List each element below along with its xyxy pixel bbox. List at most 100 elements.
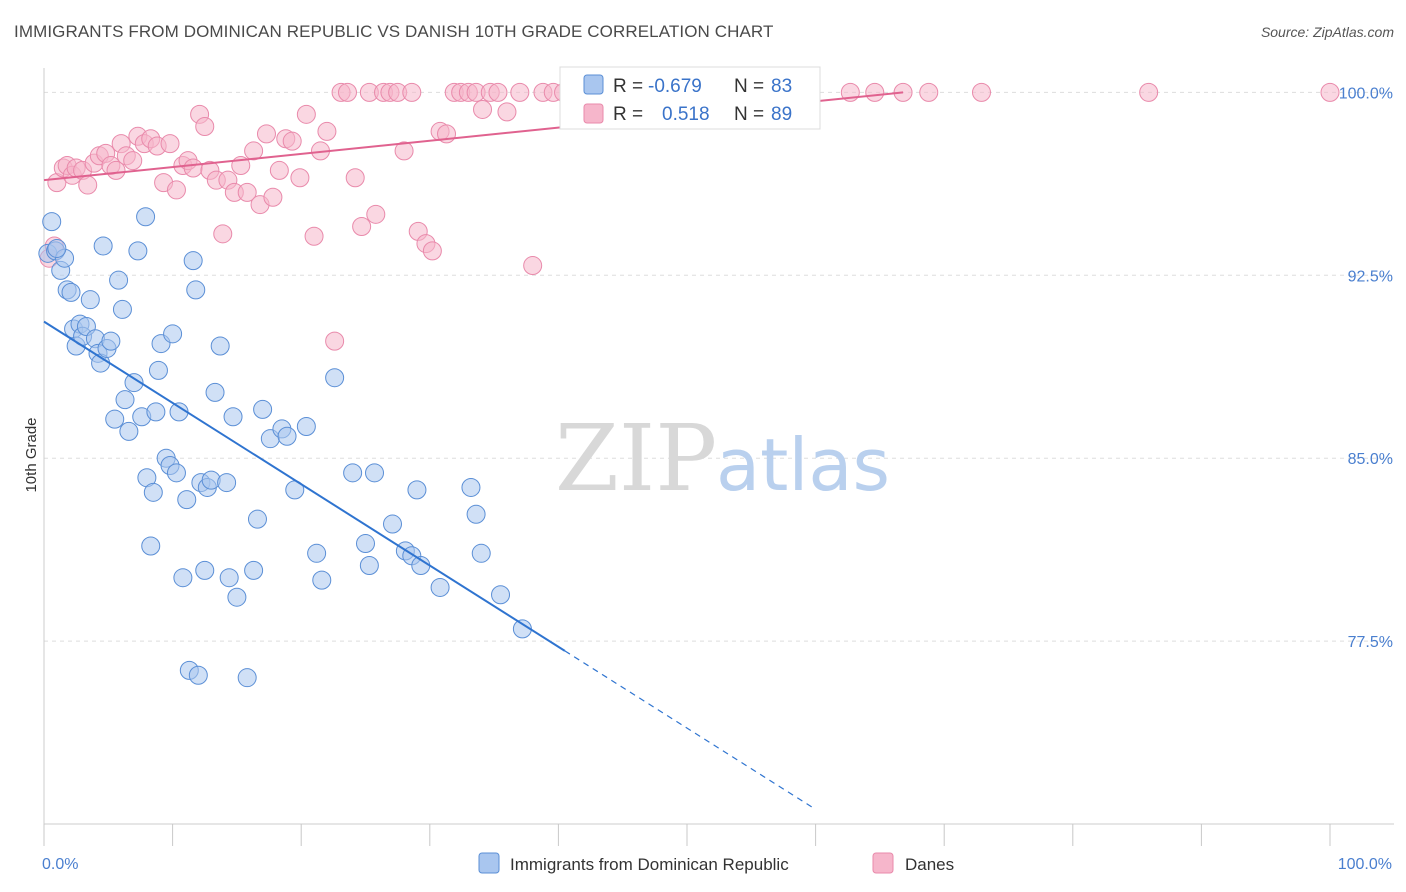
danes-point — [123, 151, 143, 171]
grid-lines — [44, 91, 1394, 642]
bottom-legend: Immigrants from Dominican Republic Danes — [478, 852, 954, 874]
danes-point — [865, 82, 885, 102]
danes-point — [510, 82, 530, 102]
y-axis-label: 10th Grade — [23, 417, 40, 492]
dominican-point — [186, 280, 206, 300]
dominican-points — [38, 207, 532, 688]
dominican-point — [312, 570, 332, 590]
dominican-point — [112, 299, 132, 319]
dominican-point — [61, 282, 81, 302]
dominican-point — [173, 568, 193, 588]
dominican-point — [356, 534, 375, 554]
dominican-point — [461, 477, 481, 497]
danes-point — [488, 82, 508, 102]
dominican-point — [143, 482, 163, 502]
dominican-point — [343, 463, 363, 483]
y-tick-label: 77.5% — [1348, 634, 1393, 651]
dominican-point — [237, 668, 257, 688]
dominican-point — [128, 241, 148, 261]
dominican-point — [307, 543, 327, 563]
dominican-point — [188, 665, 208, 685]
dominican-point — [177, 490, 197, 510]
dominican-point — [148, 360, 168, 380]
dominican-point — [146, 402, 166, 422]
dominican-point — [253, 399, 273, 419]
danes-point — [402, 82, 422, 102]
legend-n-label-2: N = — [734, 104, 764, 125]
dominican-point — [205, 382, 225, 402]
dominican-point — [217, 473, 237, 493]
y-tick-label: 92.5% — [1348, 268, 1393, 285]
dominican-point — [80, 290, 100, 310]
danes-point — [473, 99, 493, 119]
danes-point — [337, 82, 357, 102]
danes-point — [345, 168, 365, 188]
danes-point — [256, 124, 276, 144]
dominican-point — [383, 514, 403, 534]
dominican-point — [244, 560, 264, 580]
danes-point — [394, 141, 414, 161]
danes-point — [263, 187, 283, 207]
dominican-point — [47, 238, 67, 258]
dominican-point — [124, 373, 144, 393]
danes-point — [1320, 82, 1340, 102]
dominican-point — [115, 390, 135, 410]
watermark: ZIP atlas — [555, 405, 890, 512]
dominican-point — [407, 480, 427, 500]
danes-point — [237, 182, 257, 202]
danes-point — [919, 82, 939, 102]
dominican-point — [105, 409, 125, 429]
legend-r-label-1: R = — [613, 76, 643, 97]
danes-point — [244, 141, 264, 161]
tick-labels: 100.0% 92.5% 85.0% 77.5% 0.0% 100.0% — [42, 85, 1393, 873]
dominican-point — [325, 368, 345, 388]
bottom-legend-pink: Danes — [905, 855, 954, 874]
danes-point — [166, 180, 186, 200]
legend-r-value-1: -0.679 — [648, 76, 702, 97]
x-tick-label: 0.0% — [42, 856, 78, 873]
dominican-point — [491, 585, 511, 605]
dominican-point — [42, 212, 62, 232]
dominican-point — [223, 407, 243, 427]
dominican-point — [277, 426, 297, 446]
danes-point — [422, 241, 442, 261]
dominican-point — [166, 463, 186, 483]
dominican-point — [93, 236, 113, 256]
danes-point — [304, 226, 324, 246]
legend-n-value-2: 89 — [771, 104, 792, 125]
danes-point — [317, 121, 337, 141]
bottom-legend-swatch-blue — [478, 852, 500, 874]
legend: R = -0.679 N = 83 R = 0.518 N = 89 — [559, 66, 821, 130]
dominican-trend-extension — [564, 650, 816, 810]
dominican-point — [365, 463, 385, 483]
legend-swatch-pink — [583, 103, 604, 124]
dominican-point — [466, 504, 486, 524]
dominican-point — [296, 416, 316, 436]
dominican-point — [359, 555, 379, 575]
danes-point — [290, 168, 310, 188]
legend-n-label-1: N = — [734, 76, 764, 97]
legend-swatch-blue — [583, 74, 604, 95]
dominican-point — [141, 536, 161, 556]
dominican-point — [183, 251, 203, 271]
chart-title: IMMIGRANTS FROM DOMINICAN REPUBLIC VS DA… — [14, 22, 774, 41]
danes-point — [1139, 82, 1159, 102]
danes-point — [160, 134, 180, 154]
axes — [43, 68, 1394, 846]
dominican-point — [219, 568, 239, 588]
dominican-point — [163, 324, 183, 344]
bottom-legend-swatch-pink — [872, 852, 894, 874]
danes-point — [325, 331, 345, 351]
dominican-point — [101, 331, 121, 351]
legend-r-value-2: 0.518 — [662, 104, 710, 125]
danes-point — [213, 224, 233, 244]
danes-point — [78, 175, 98, 195]
dominican-point — [210, 336, 230, 356]
danes-point — [971, 82, 991, 102]
dominican-point — [471, 543, 491, 563]
danes-point — [366, 204, 386, 224]
x-tick-label: 100.0% — [1338, 856, 1392, 873]
danes-point — [352, 217, 372, 237]
y-tick-label: 100.0% — [1339, 85, 1393, 102]
dominican-point — [247, 509, 267, 529]
